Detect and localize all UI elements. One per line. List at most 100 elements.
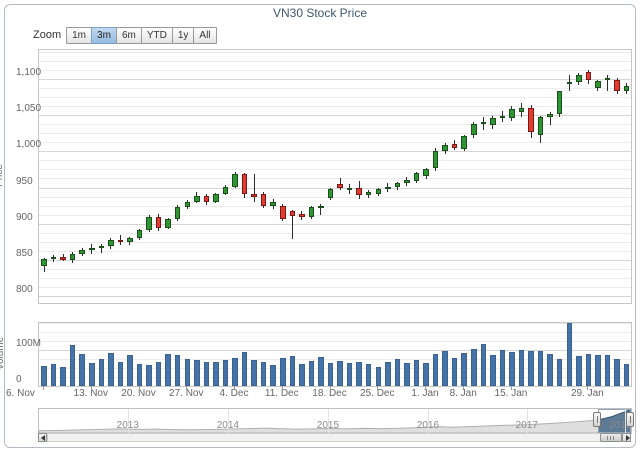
range-button-3m[interactable]: 3m (91, 27, 117, 44)
candle (327, 188, 334, 198)
x-tick-mark (510, 386, 512, 390)
candle-wick (291, 209, 293, 239)
volume-bar (471, 348, 477, 386)
x-tick-label: 25. Dec (360, 388, 395, 399)
candle (547, 114, 553, 117)
volume-bar (537, 351, 544, 386)
volume-bar (547, 353, 553, 386)
volume-bar (308, 360, 315, 386)
volume-gridline (39, 377, 631, 378)
x-tick-mark (234, 386, 235, 390)
navigator-year-gridline (427, 409, 429, 433)
price-gridline (39, 296, 631, 297)
candle (404, 179, 410, 184)
right-arrow-icon (626, 435, 630, 441)
price-gridline (39, 205, 631, 207)
volume-bar (337, 360, 343, 386)
navigator-left-handle[interactable] (593, 412, 602, 427)
scrollbar-thumb[interactable] (600, 433, 622, 442)
volume-gridline (39, 341, 631, 342)
volume-bar (146, 365, 152, 386)
scrollbar-right-button[interactable] (622, 433, 631, 442)
volume-gridline (39, 332, 631, 333)
navigator-year-gridline (127, 409, 129, 433)
candle (127, 238, 133, 243)
volume-gridline (39, 323, 631, 324)
scrollbar-left-button[interactable] (38, 433, 47, 442)
price-tick-label: 950 (16, 175, 33, 187)
volume-bar (556, 358, 563, 386)
navigator-right-handle[interactable] (626, 412, 634, 427)
volume-bar (241, 352, 248, 386)
volume-bar (222, 360, 229, 386)
price-pane (38, 49, 632, 304)
range-selector: Zoom 1m 3m 6m YTD 1y All (33, 25, 217, 44)
range-button-1m[interactable]: 1m (66, 27, 93, 44)
volume-bar (289, 355, 296, 386)
volume-bar (509, 352, 515, 386)
candle (41, 259, 47, 267)
navigator-year-label: 2017 (515, 420, 538, 431)
price-gridline (39, 232, 631, 234)
navigator-year-label: 2016 (416, 420, 440, 431)
price-tick-label: 800 (16, 284, 33, 295)
volume-bar (41, 366, 47, 386)
volume-bar (490, 355, 496, 386)
candle (203, 196, 210, 202)
range-button-all[interactable]: All (193, 27, 217, 44)
range-button-1y[interactable]: 1y (171, 27, 195, 44)
navigator-year-label: 2013 (116, 420, 139, 431)
volume-bar (623, 363, 630, 386)
candle (518, 107, 525, 112)
range-buttons: 1m 3m 6m YTD 1y All (66, 25, 217, 44)
x-tick-label: 20. Nov (121, 388, 156, 399)
price-gridline (39, 60, 631, 62)
candle (614, 80, 620, 91)
candle (270, 201, 276, 206)
volume-gridline (39, 368, 631, 369)
price-gridline (39, 241, 631, 243)
candle (136, 230, 143, 239)
volume-bar (595, 355, 601, 386)
volume-bar (184, 358, 190, 386)
candle (394, 183, 401, 188)
candle (451, 144, 458, 148)
x-tick-label: 27. Nov (169, 388, 204, 399)
scrollbar (38, 433, 631, 442)
price-gridline (39, 169, 631, 171)
volume-bar (518, 350, 525, 386)
candle (89, 248, 95, 251)
navigator-year-label: 2015 (316, 420, 340, 431)
price-gridline (39, 259, 631, 261)
volume-bar (136, 363, 143, 386)
price-gridline (39, 69, 631, 71)
volume-bar (432, 354, 439, 386)
price-gridline (39, 250, 631, 252)
volume-bar (155, 361, 162, 386)
candle-wick (119, 235, 121, 245)
volume-bar (50, 363, 57, 386)
range-button-ytd[interactable]: YTD (140, 27, 173, 44)
range-button-6m[interactable]: 6m (115, 27, 142, 44)
candle (385, 186, 391, 189)
volume-bar (356, 362, 362, 386)
volume-pane (38, 322, 632, 387)
volume-bar (365, 363, 372, 386)
x-tick-mark (329, 386, 331, 390)
scrollbar-track[interactable] (47, 433, 622, 442)
candle (337, 183, 343, 189)
volume-bar (165, 354, 171, 386)
volume-bar (280, 357, 286, 386)
x-tick-mark (281, 386, 283, 390)
candle (232, 174, 238, 187)
price-tick-label: 1,100 (16, 67, 42, 78)
volume-bar (117, 362, 124, 386)
candle (413, 173, 420, 181)
volume-bar (404, 362, 410, 386)
candle (213, 194, 219, 202)
volume-bar (585, 354, 592, 386)
price-axis-title: Price (0, 164, 5, 187)
navigator-year-label: 2014 (216, 420, 239, 431)
volume-bar (576, 356, 582, 386)
navigator[interactable]: 2013 2014 2015 2016 2017 2018 (38, 408, 632, 434)
